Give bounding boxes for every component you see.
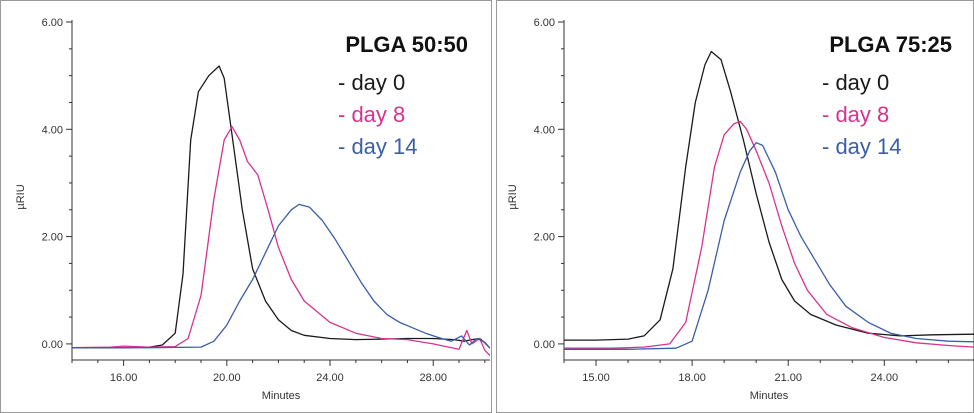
y-tick-label: 6.00: [42, 17, 63, 29]
chart-svg-right: 0.00 2.00 4.00 6.00 15.00 18.00 21.00 24.00 Minu…: [496, 0, 974, 413]
series-line-0: [72, 65, 490, 349]
x-tick-label: 15.00: [582, 372, 610, 384]
panel-frame: [0, 0, 492, 413]
series-line-1: [72, 125, 490, 357]
y-tick-label: 0.00: [534, 339, 555, 351]
x-tick-label: 18.00: [678, 372, 706, 384]
y-tick-label: 2.00: [42, 232, 63, 244]
x-tick-label: 16.00: [110, 372, 138, 384]
series-line-2: [564, 142, 974, 350]
x-axis-label: Minutes: [750, 390, 789, 402]
chart-panel-plga-75-25: 0.00 2.00 4.00 6.00 15.00 18.00 21.00 24.00 Minu…: [496, 0, 974, 413]
y-tick-label: 4.00: [534, 124, 555, 136]
series-line-0: [564, 50, 974, 341]
chart-panel-plga-50-50: 0.00 2.00 4.00 6.00 16.00 20.00 24.00 28.00 Minu…: [0, 0, 492, 413]
legend-entry: - day 0: [822, 70, 889, 95]
x-tick-label: 20.00: [213, 372, 241, 384]
legend-entry: - day 8: [338, 102, 405, 127]
x-tick-label: 24.00: [871, 372, 899, 384]
legend-entry: - day 14: [822, 134, 902, 159]
y-tick-label: 4.00: [42, 124, 63, 136]
x-axis-label: Minutes: [262, 390, 301, 402]
y-tick-label: 0.00: [42, 339, 63, 351]
chart-svg-left: 0.00 2.00 4.00 6.00 16.00 20.00 24.00 28.00 Minu…: [0, 0, 492, 413]
x-tick-label: 24.00: [316, 372, 344, 384]
chart-title: PLGA 75:25: [829, 32, 952, 57]
chart-title: PLGA 50:50: [345, 32, 468, 57]
y-axis-label: µRIU: [15, 184, 27, 209]
y-tick-label: 6.00: [534, 17, 555, 29]
y-tick-label: 2.00: [534, 232, 555, 244]
x-tick-label: 21.00: [774, 372, 802, 384]
x-tick-label: 28.00: [419, 372, 447, 384]
panel-frame: [496, 0, 974, 413]
legend-entry: - day 8: [822, 102, 889, 127]
legend-entry: - day 14: [338, 134, 418, 159]
series-line-1: [564, 120, 974, 349]
legend-entry: - day 0: [338, 70, 405, 95]
series-line-2: [72, 203, 490, 349]
y-axis-label: µRIU: [507, 184, 519, 209]
